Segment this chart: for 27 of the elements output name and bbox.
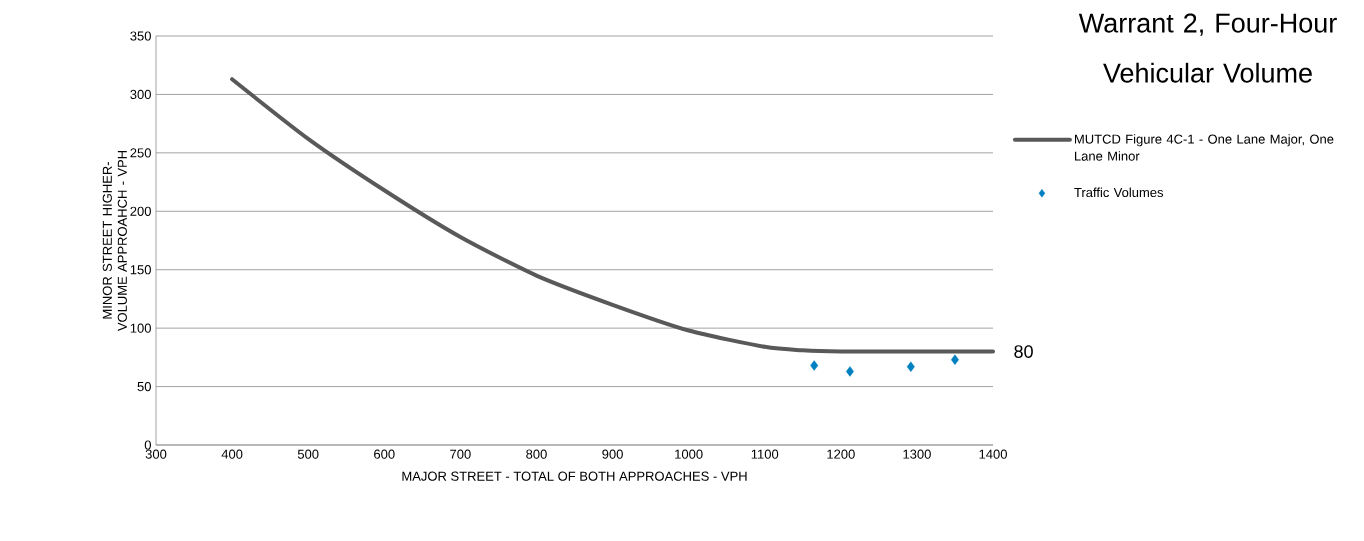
y-tick-label: 100	[130, 323, 151, 333]
x-axis-title: MAJOR STREET - TOTAL OF BOTH APPROACHES - VPH	[402, 471, 747, 481]
legend-label: MUTCD Figure 4C-1 - One Lane Major, One Lane Minor	[1075, 134, 1334, 161]
x-tick-label: 400	[221, 449, 243, 459]
y-tick-label: 350	[130, 31, 151, 41]
legend-label: Traffic Volumes	[1074, 187, 1164, 198]
x-tick-label: 600	[374, 449, 395, 459]
y-tick-label: 300	[130, 89, 151, 100]
x-tick-label: 1000	[675, 449, 703, 459]
y-tick-label: 250	[130, 148, 151, 158]
x-tick-label: 500	[297, 449, 319, 459]
y-tick-label: 50	[137, 381, 151, 392]
x-tick-label: 300	[145, 449, 167, 459]
text: Warrant 2, Four-Hour Vehicular Volume	[1078, 13, 1337, 83]
annotation: 80	[1014, 345, 1033, 358]
x-tick-label: 800	[526, 449, 547, 459]
x-tick-label: 1400	[979, 449, 1007, 459]
x-tick-label: 1200	[827, 449, 855, 459]
y-tick-label: 0	[144, 440, 151, 450]
y-tick-label: 200	[130, 206, 151, 216]
y-axis-title: MINOR STREET HIGHER-VOLUME APPROAHCH - VPH	[102, 150, 127, 332]
x-tick-label: 700	[450, 449, 471, 459]
x-tick-label: 1100	[751, 449, 779, 459]
x-tick-label: 900	[602, 449, 623, 459]
y-tick-label: 150	[130, 265, 151, 275]
x-tick-label: 1300	[903, 449, 931, 459]
line-series	[230, 77, 996, 354]
